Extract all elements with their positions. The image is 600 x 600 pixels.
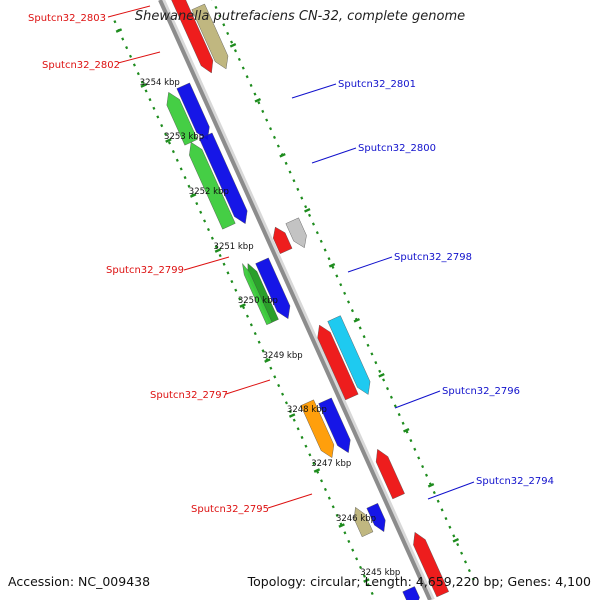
kbp-label: 3253 kbp [164, 132, 204, 142]
gene-2794-arrow [353, 506, 374, 538]
ruler-tick [115, 28, 123, 33]
ruler-tick [313, 468, 321, 473]
kbp-label: 3245 kbp [360, 568, 400, 578]
gene-2793-arrow [413, 531, 449, 598]
gene-label: Sputcn32_2798 [394, 252, 472, 263]
gene-label: Sputcn32_2800 [358, 143, 436, 154]
label-leader-line [347, 256, 393, 273]
label-leader-line [117, 51, 161, 64]
ruler-tick [279, 152, 286, 158]
gene-label: Sputcn32_2801 [338, 79, 416, 90]
ruler-tick [288, 413, 296, 418]
gene-2793-blue-arrow [402, 586, 420, 600]
kbp-label: 3254 kbp [140, 78, 180, 88]
ruler-tick [338, 523, 345, 528]
gene-label: Sputcn32_2796 [442, 386, 520, 397]
label-leader-line [394, 390, 441, 409]
label-leader-line [225, 379, 271, 395]
gene-2799-gray-arrow [285, 217, 307, 249]
gene-2798-light-arrow [242, 262, 273, 326]
gene-label: Sputcn32_2803 [28, 13, 106, 24]
kbp-label: 3246 kbp [336, 514, 376, 524]
label-leader-line [107, 5, 151, 18]
gene-2797-cyan-arrow [327, 315, 371, 395]
gene-2799-arrow [272, 226, 293, 254]
label-leader-line [291, 83, 337, 99]
ruler-tick [304, 207, 311, 213]
ruler-tick [363, 578, 370, 583]
kbp-label: 3249 kbp [263, 351, 303, 361]
kbp-label: 3247 kbp [311, 459, 351, 469]
accession-label: Accession: NC_009438 [8, 574, 151, 589]
gene-2798-blue-arrow [255, 257, 291, 320]
label-leader-line [183, 256, 230, 271]
gene-2794-blue-arrow [366, 503, 386, 533]
label-leader-line [427, 481, 475, 500]
gene-label: Sputcn32_2795 [191, 504, 269, 515]
kbp-label: 3250 kbp [238, 296, 278, 306]
gene-2802-arrow [191, 3, 229, 70]
ruler-tick [403, 427, 410, 433]
gene-label: Sputcn32_2797 [150, 390, 228, 401]
ruler-tick [264, 358, 271, 363]
genome-backbone [158, 0, 432, 600]
kbp-label: 3248 kbp [287, 405, 327, 415]
gene-2796-blue-arrow [318, 397, 351, 454]
map-title: Shewanella putrefaciens CN-32, complete … [134, 9, 466, 24]
gene-2797-arrow [317, 324, 359, 401]
gene-2795-arrow [375, 448, 405, 500]
ruler-tick [427, 482, 435, 488]
ruler-tick [378, 372, 385, 378]
kbp-label: 3252 kbp [189, 187, 229, 197]
gene-2801-arrow [166, 91, 198, 146]
kbp-label: 3251 kbp [214, 242, 254, 252]
gene-2796-arrow [300, 399, 335, 459]
gene-label: Sputcn32_2794 [476, 476, 554, 487]
ruler-tick [239, 303, 246, 308]
ruler-tick [254, 97, 262, 103]
label-leader-line [311, 147, 357, 164]
genome-summary: Topology: circular; Length: 4,659,220 bp… [247, 574, 591, 589]
ruler-tick [452, 537, 460, 543]
gene-2800-arrow [189, 141, 236, 230]
ruler-tick [229, 42, 237, 48]
ruler-tick [353, 317, 361, 323]
label-leader-line [267, 493, 313, 509]
gene-2800-blue-arrow [199, 132, 248, 225]
gene-label: Sputcn32_2799 [106, 265, 184, 276]
ruler-tick [214, 248, 222, 253]
gene-2803-arrow [171, 0, 214, 74]
gene-2801-blue-arrow [176, 82, 210, 141]
ruler-tick [189, 193, 197, 198]
ruler-tick [140, 83, 147, 88]
gene-label: Sputcn32_2802 [42, 60, 120, 71]
ruler-tick [165, 138, 172, 143]
ruler-tick [328, 262, 336, 268]
